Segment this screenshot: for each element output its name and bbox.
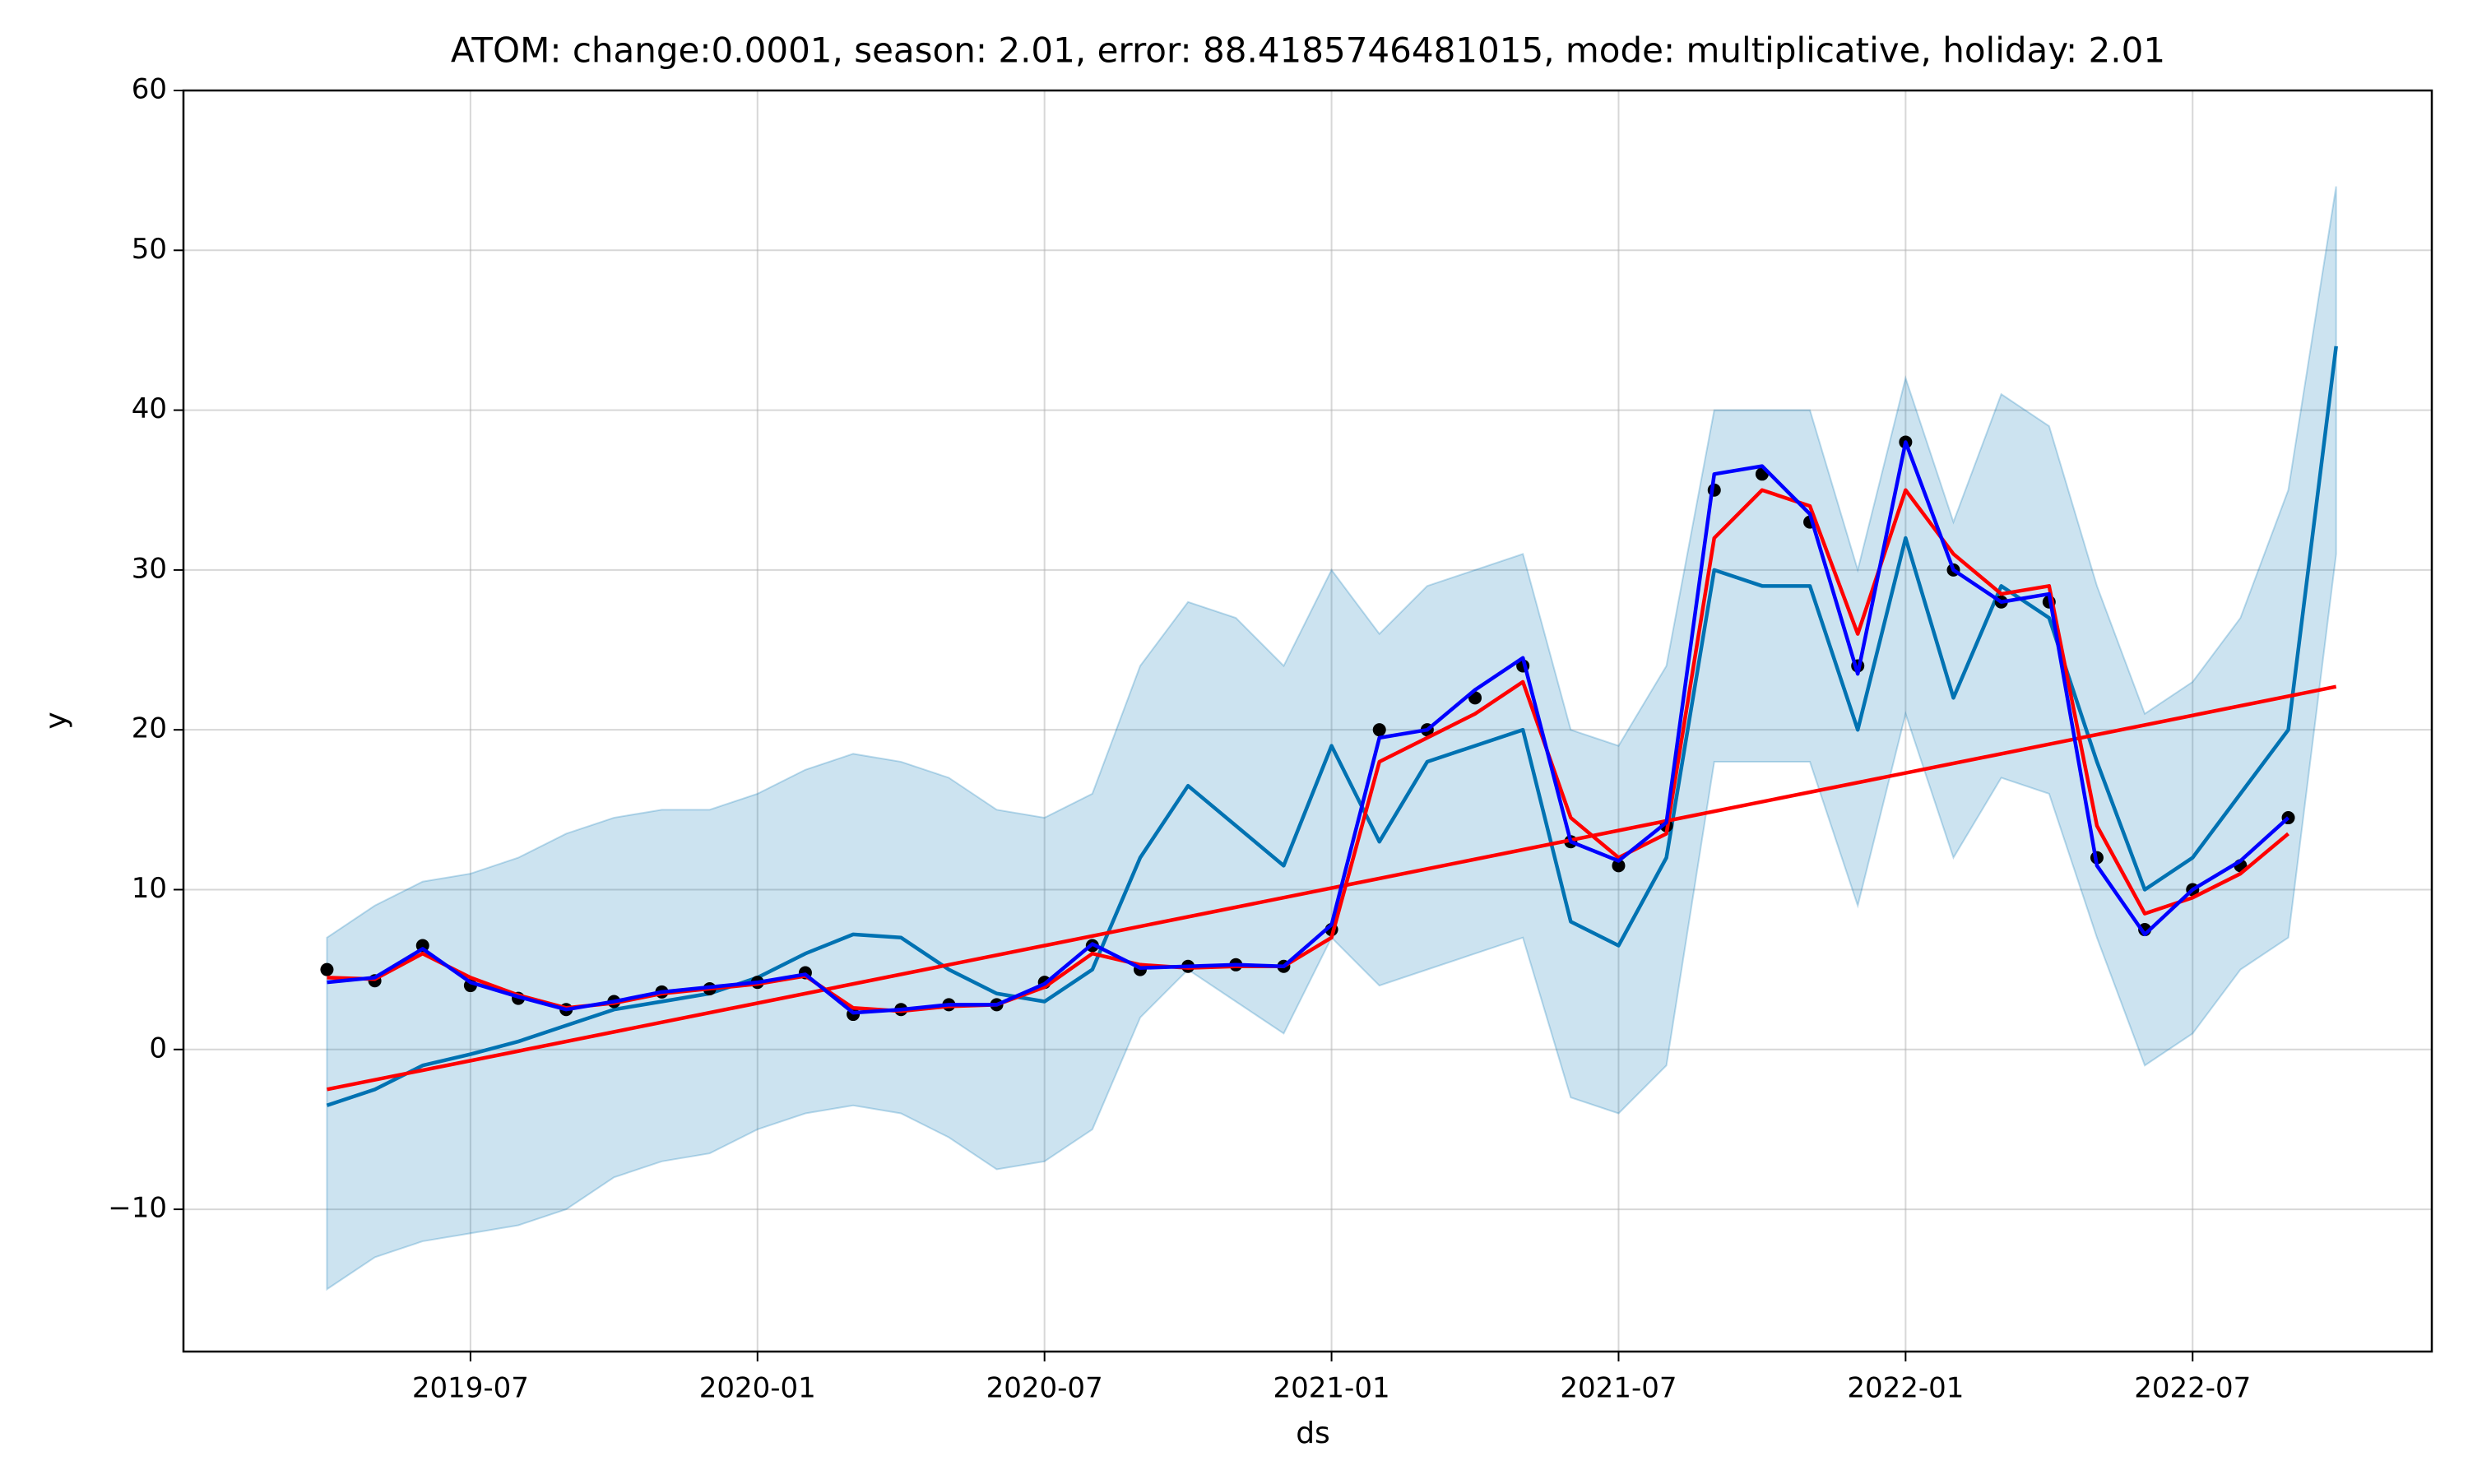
- y-tick-label: 60: [132, 73, 167, 106]
- x-axis-label: ds: [1296, 1417, 1330, 1450]
- y-tick-label: 20: [132, 712, 167, 745]
- chart-title: ATOM: change:0.0001, season: 2.01, error…: [451, 30, 2165, 71]
- line: [327, 684, 2337, 1092]
- line: [327, 440, 2290, 1015]
- uncertainty-band: [326, 186, 2337, 1292]
- data-point: [320, 962, 334, 976]
- data-point: [1372, 723, 1386, 737]
- y-tick-label: −10: [108, 1192, 167, 1225]
- y-axis-label: y: [39, 712, 73, 729]
- y-tick-label: 0: [149, 1032, 167, 1064]
- data-point: [1612, 859, 1626, 873]
- x-tick-label: 2021-07: [1560, 1372, 1677, 1405]
- plot-frame: [182, 89, 2433, 1353]
- x-tick-label: 2022-01: [1847, 1372, 1964, 1405]
- x-tick-label: 2019-07: [412, 1372, 529, 1405]
- y-tick-label: 50: [132, 233, 167, 266]
- x-tick-label: 2020-01: [699, 1372, 816, 1405]
- y-tick-label: 40: [132, 392, 167, 425]
- line: [326, 345, 2338, 1107]
- x-tick-label: 2022-07: [2134, 1372, 2251, 1405]
- y-tick-label: 30: [132, 552, 167, 585]
- y-tick-label: 10: [132, 872, 167, 905]
- x-tick-label: 2020-07: [986, 1372, 1103, 1405]
- x-tick-label: 2021-01: [1273, 1372, 1390, 1405]
